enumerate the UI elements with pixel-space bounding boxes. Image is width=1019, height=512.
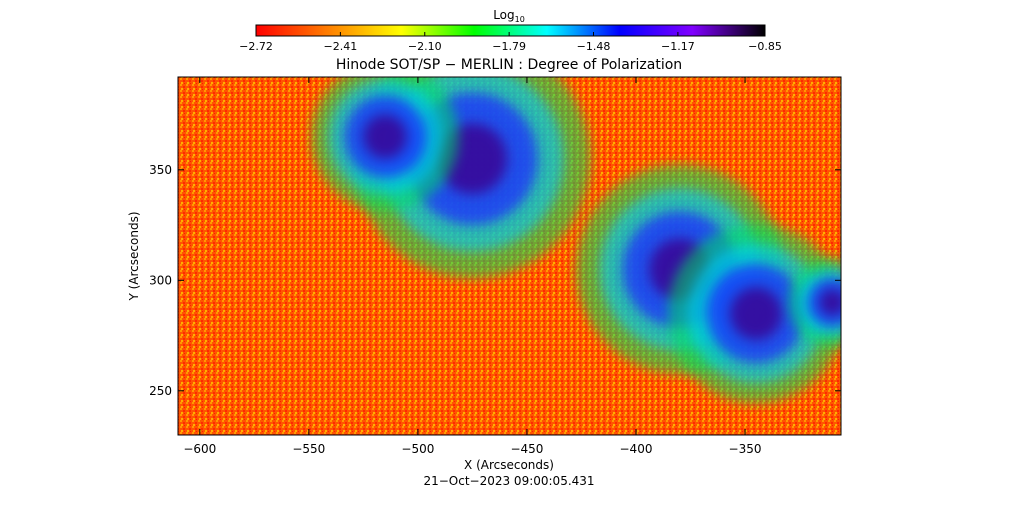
date-label: 21−Oct−2023 09:00:05.431	[423, 474, 594, 488]
colorbar-tick-label: −2.72	[239, 40, 273, 53]
x-tick-label: −500	[401, 442, 434, 456]
x-tick-label: −450	[510, 442, 543, 456]
y-axis-label: Y (Arcseconds)	[127, 211, 141, 301]
x-axis-label: X (Arcseconds)	[464, 458, 554, 472]
y-tick-label: 250	[149, 384, 172, 398]
plot-frame	[177, 76, 842, 436]
x-tick-label: −400	[620, 442, 653, 456]
x-tick-label: −550	[292, 442, 325, 456]
y-tick-label: 350	[149, 163, 172, 177]
colorbar-ticks: −2.72 −2.41 −2.10 −1.79 −1.48 −1.17 −0.85	[239, 32, 782, 53]
colorbar-tick-label: −2.10	[408, 40, 442, 53]
colorbar: Log10 −2.72 −2.41 −2.10 −1.79 −1.48 −1.17 −0.8…	[239, 8, 782, 53]
plot-area: −600 −550 −500 −450 −400 −350 250 300 350	[149, 76, 842, 456]
colorbar-tick-label: −0.85	[748, 40, 782, 53]
colorbar-label-base: Log	[493, 8, 514, 22]
chart-title: Hinode SOT/SP − MERLIN : Degree of Polar…	[336, 57, 682, 73]
x-axis-ticks: −600 −550 −500 −450 −400 −350	[183, 77, 762, 456]
y-tick-label: 300	[149, 273, 172, 287]
colorbar-tick-label: −1.79	[492, 40, 526, 53]
colorbar-bar	[255, 24, 766, 37]
colorbar-label-sub: 10	[515, 15, 525, 24]
x-tick-label: −350	[729, 442, 762, 456]
polarization-region	[819, 289, 841, 316]
colorbar-tick-label: −1.48	[577, 40, 611, 53]
y-axis-ticks: 250 300 350	[149, 163, 841, 398]
colorbar-tick-label: −1.17	[661, 40, 695, 53]
colorbar-tick-label: −2.41	[324, 40, 358, 53]
colorbar-label: Log10	[493, 8, 525, 24]
polarization-region	[363, 114, 407, 159]
heatmap-regions	[311, 77, 841, 403]
x-tick-label: −600	[183, 442, 216, 456]
polarization-region	[729, 286, 783, 340]
